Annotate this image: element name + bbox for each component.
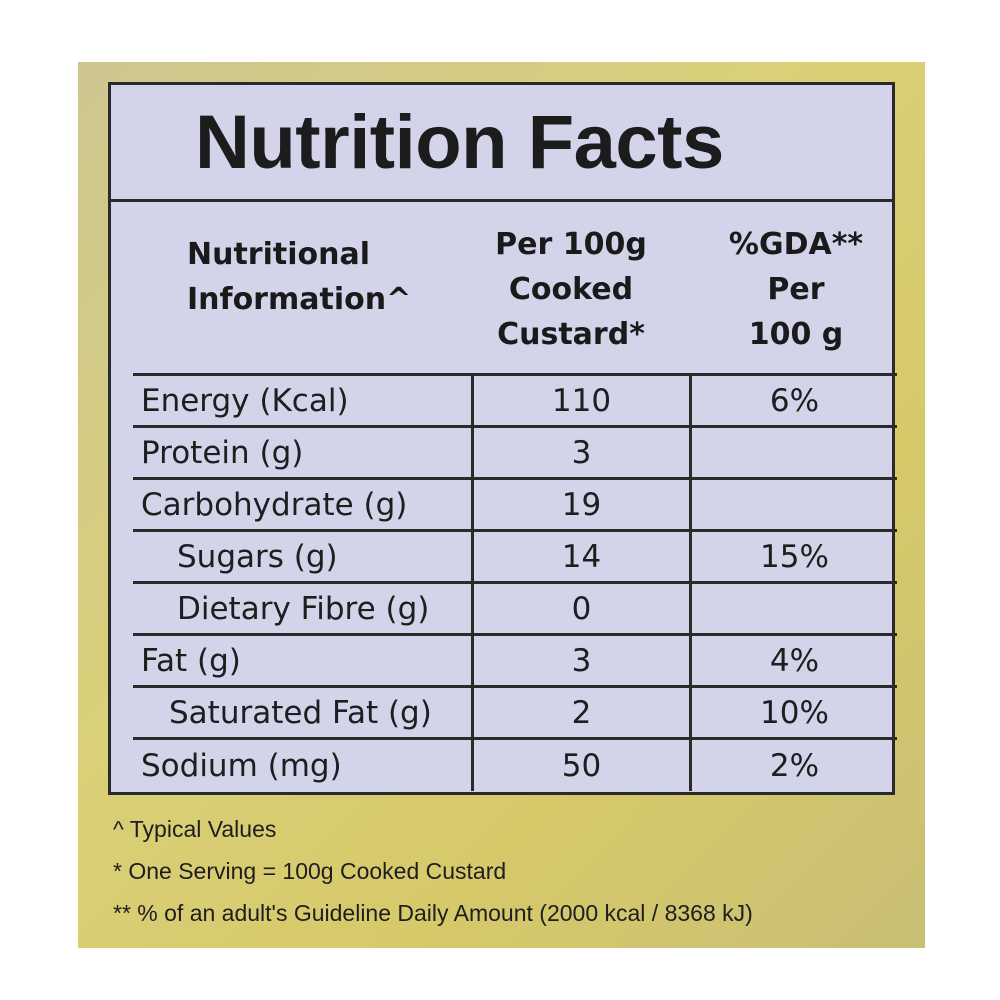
nutrient-label: Sodium (mg) [141, 747, 342, 784]
footnote-gda: ** % of an adult's Guideline Daily Amoun… [113, 900, 753, 926]
header-col3-line2: Per [767, 272, 825, 307]
nutrition-facts-panel: Nutrition Facts Nutritional Information^… [108, 82, 897, 795]
header-nutritional-information: Nutritional Information^ [187, 232, 457, 322]
nutrient-label: Dietary Fibre (g) [177, 590, 430, 627]
nutrient-label: Fat (g) [141, 642, 241, 679]
per-100g-value: 0 [471, 584, 689, 633]
gda-value: 2% [689, 740, 897, 791]
nutrient-label: Saturated Fat (g) [169, 694, 432, 731]
header-col2-line1: Per 100g [495, 227, 647, 262]
footnotes: ^ Typical Values * One Serving = 100g Co… [113, 808, 913, 934]
per-100g-value: 110 [471, 376, 689, 425]
header-col1-line2: Information^ [187, 282, 412, 317]
nutrient-label: Carbohydrate (g) [141, 486, 408, 523]
footnote-typical-values: ^ Typical Values [113, 816, 277, 842]
table-row: Fat (g) 3 4% [133, 636, 897, 688]
per-100g-value: 14 [471, 532, 689, 581]
table-row: Dietary Fibre (g) 0 [133, 584, 897, 636]
nutrient-label: Sugars (g) [177, 538, 338, 575]
page-title: Nutrition Facts [111, 85, 892, 202]
gda-value [689, 428, 897, 477]
per-100g-value: 2 [471, 688, 689, 737]
gda-value: 6% [689, 376, 897, 425]
gda-value [689, 584, 897, 633]
table-row: Saturated Fat (g) 2 10% [133, 688, 897, 740]
header-col2-line3: Custard* [497, 317, 645, 352]
table-row: Sugars (g) 14 15% [133, 532, 897, 584]
table-row: Energy (Kcal) 110 6% [133, 376, 897, 428]
table-row: Sodium (mg) 50 2% [133, 740, 897, 791]
nutrient-label: Protein (g) [141, 434, 304, 471]
per-100g-value: 3 [471, 636, 689, 685]
table-row: Carbohydrate (g) 19 [133, 480, 897, 532]
per-100g-value: 19 [471, 480, 689, 529]
gda-value [689, 480, 897, 529]
nutrition-table: Energy (Kcal) 110 6% Protein (g) 3 Carbo… [133, 373, 897, 791]
header-col3-line3: 100 g [748, 317, 844, 352]
gda-value: 10% [689, 688, 897, 737]
header-gda: %GDA** Per 100 g [691, 222, 901, 357]
footnote-serving: * One Serving = 100g Cooked Custard [113, 858, 507, 884]
per-100g-value: 50 [471, 740, 689, 791]
table-header: Nutritional Information^ Per 100g Cooked… [111, 202, 892, 455]
nutrient-label: Energy (Kcal) [141, 382, 349, 419]
gda-value: 15% [689, 532, 897, 581]
header-per-100g: Per 100g Cooked Custard* [471, 222, 671, 357]
header-col3-line1: %GDA** [728, 227, 864, 262]
per-100g-value: 3 [471, 428, 689, 477]
table-row: Protein (g) 3 [133, 428, 897, 480]
header-col2-line2: Cooked [508, 272, 634, 307]
gda-value: 4% [689, 636, 897, 685]
header-col1-line1: Nutritional [187, 237, 371, 272]
